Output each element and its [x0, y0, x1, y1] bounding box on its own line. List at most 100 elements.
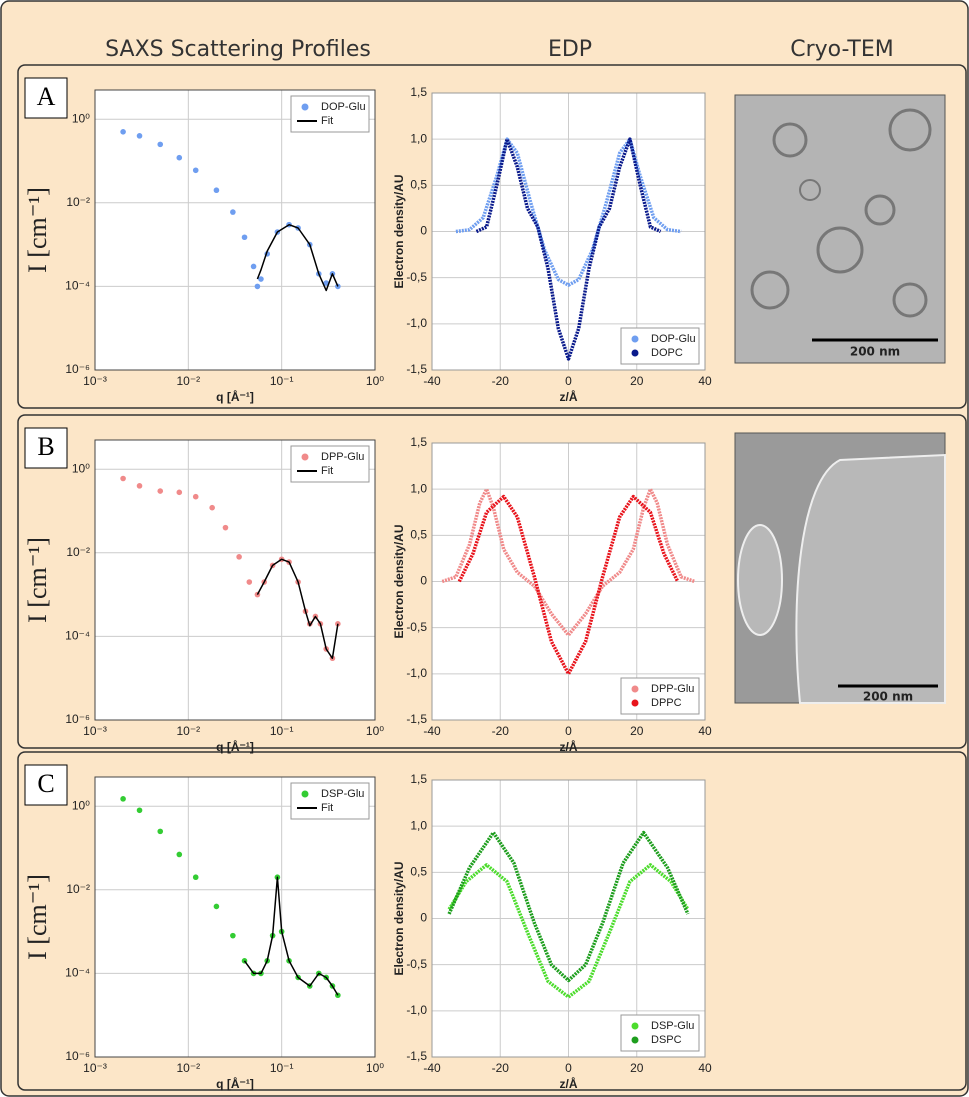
data-line: [243, 876, 339, 996]
y-tick-label: 10⁻²: [66, 882, 90, 896]
panel-frame: [17, 751, 967, 1091]
x-tick-label: -40: [423, 724, 441, 738]
x-tick-label: 20: [630, 374, 644, 388]
vesicle: [864, 194, 896, 226]
data-point: [236, 554, 242, 560]
y-tick-label: 10⁻⁶: [65, 712, 90, 726]
legend-swatch: [631, 349, 639, 357]
data-point: [230, 209, 236, 215]
y-tick-label: 1,0: [410, 818, 427, 832]
y-tick-label: 10⁻⁶: [65, 1049, 90, 1063]
x-tick-label: 10⁻²: [176, 724, 200, 738]
plot-frame: [431, 779, 706, 1058]
x-tick-label: 40: [698, 374, 712, 388]
y-axis-label: I [cm⁻¹]: [23, 187, 52, 273]
y-tick-label: -1,0: [406, 666, 427, 680]
legend-box: [620, 327, 700, 365]
legend-swatch: [301, 103, 309, 111]
tem-film: [795, 453, 946, 704]
y-tick-label: 1,0: [410, 481, 427, 495]
y-tick-label: 0: [420, 224, 427, 238]
data-point: [209, 504, 215, 511]
data-point: [176, 154, 183, 161]
data-line: [256, 558, 339, 660]
data-point: [250, 263, 257, 270]
data-point: [213, 903, 220, 910]
y-axis-label: Electron density/AU: [392, 861, 406, 975]
legend-swatch: [301, 790, 309, 798]
y-tick-label: 0: [420, 911, 427, 925]
x-tick-label: 10⁻¹: [270, 724, 294, 738]
legend-label: DPPC: [651, 697, 682, 709]
x-tick-label: -40: [423, 374, 441, 388]
data-point: [120, 128, 126, 135]
y-tick-label: 0,5: [410, 178, 427, 192]
x-tick-label: 10⁻¹: [270, 374, 294, 388]
data-point: [136, 133, 143, 139]
y-tick-label: -1,5: [406, 1049, 427, 1063]
panel-label-box: [24, 427, 68, 469]
y-tick-label: -1,0: [406, 1003, 427, 1017]
y-axis-label: I [cm⁻¹]: [23, 537, 52, 623]
y-tick-label: 10⁻²: [66, 195, 90, 209]
panel-label-box: [24, 77, 68, 119]
data-line: [447, 863, 690, 999]
data-point: [157, 828, 164, 835]
y-tick-label: 10⁻⁴: [65, 966, 90, 980]
y-tick-label: -1,0: [406, 316, 427, 330]
y-tick-label: 1,5: [410, 85, 427, 99]
y-tick-label: 10⁻⁴: [65, 279, 90, 293]
y-tick-label: 0,5: [410, 528, 427, 542]
column-header: Cryo-TEM: [790, 37, 894, 62]
plot-frame: [94, 439, 376, 721]
y-axis-label: I [cm⁻¹]: [23, 874, 52, 960]
y-tick-label: -0,5: [406, 270, 427, 284]
legend-label: DPP-Glu: [321, 451, 364, 463]
y-tick-label: 1,5: [410, 772, 427, 786]
legend-label: Fit: [321, 465, 333, 477]
data-point: [120, 796, 126, 802]
vesicle: [816, 226, 864, 274]
data-point: [136, 807, 143, 814]
legend-swatch: [631, 1022, 639, 1030]
legend-swatch: [631, 699, 639, 707]
legend-label: Fit: [321, 115, 333, 127]
data-line: [475, 137, 662, 361]
x-axis-label: z/Å: [560, 389, 578, 404]
data-point: [157, 141, 164, 148]
y-axis-label: Electron density/AU: [392, 524, 406, 638]
data-line: [455, 137, 682, 287]
scale-bar-label: 200 nm: [850, 345, 900, 359]
legend-box: [290, 445, 370, 483]
y-tick-label: 1,5: [410, 435, 427, 449]
data-point: [246, 579, 253, 585]
plot-frame: [431, 442, 706, 721]
y-tick-label: -0,5: [406, 957, 427, 971]
legend-label: DSPC: [651, 1034, 682, 1046]
vesicle: [799, 179, 821, 201]
data-line: [457, 494, 680, 676]
y-tick-label: 10⁰: [72, 798, 90, 812]
x-tick-label: 40: [698, 724, 712, 738]
plot-frame: [94, 776, 376, 1058]
x-axis-label: q [Å⁻¹]: [216, 739, 254, 754]
vesicle: [888, 108, 932, 152]
data-point: [192, 493, 199, 500]
panel-label: A: [37, 82, 56, 111]
x-tick-label: -40: [423, 1061, 441, 1075]
data-line: [441, 487, 696, 637]
vesicle: [750, 270, 790, 310]
legend-box: [290, 95, 370, 133]
cryo-tem-image: 200 nm: [734, 94, 946, 364]
legend-label: DSP-Glu: [321, 788, 364, 800]
data-point: [192, 874, 199, 881]
x-tick-label: -20: [492, 1061, 510, 1075]
data-line: [256, 223, 339, 292]
y-tick-label: 10⁻⁴: [65, 629, 90, 643]
data-point: [213, 187, 220, 194]
x-tick-label: 10⁰: [366, 1061, 384, 1075]
data-point: [230, 932, 236, 939]
data-point: [192, 167, 199, 174]
x-tick-label: 10⁻²: [176, 1061, 200, 1075]
